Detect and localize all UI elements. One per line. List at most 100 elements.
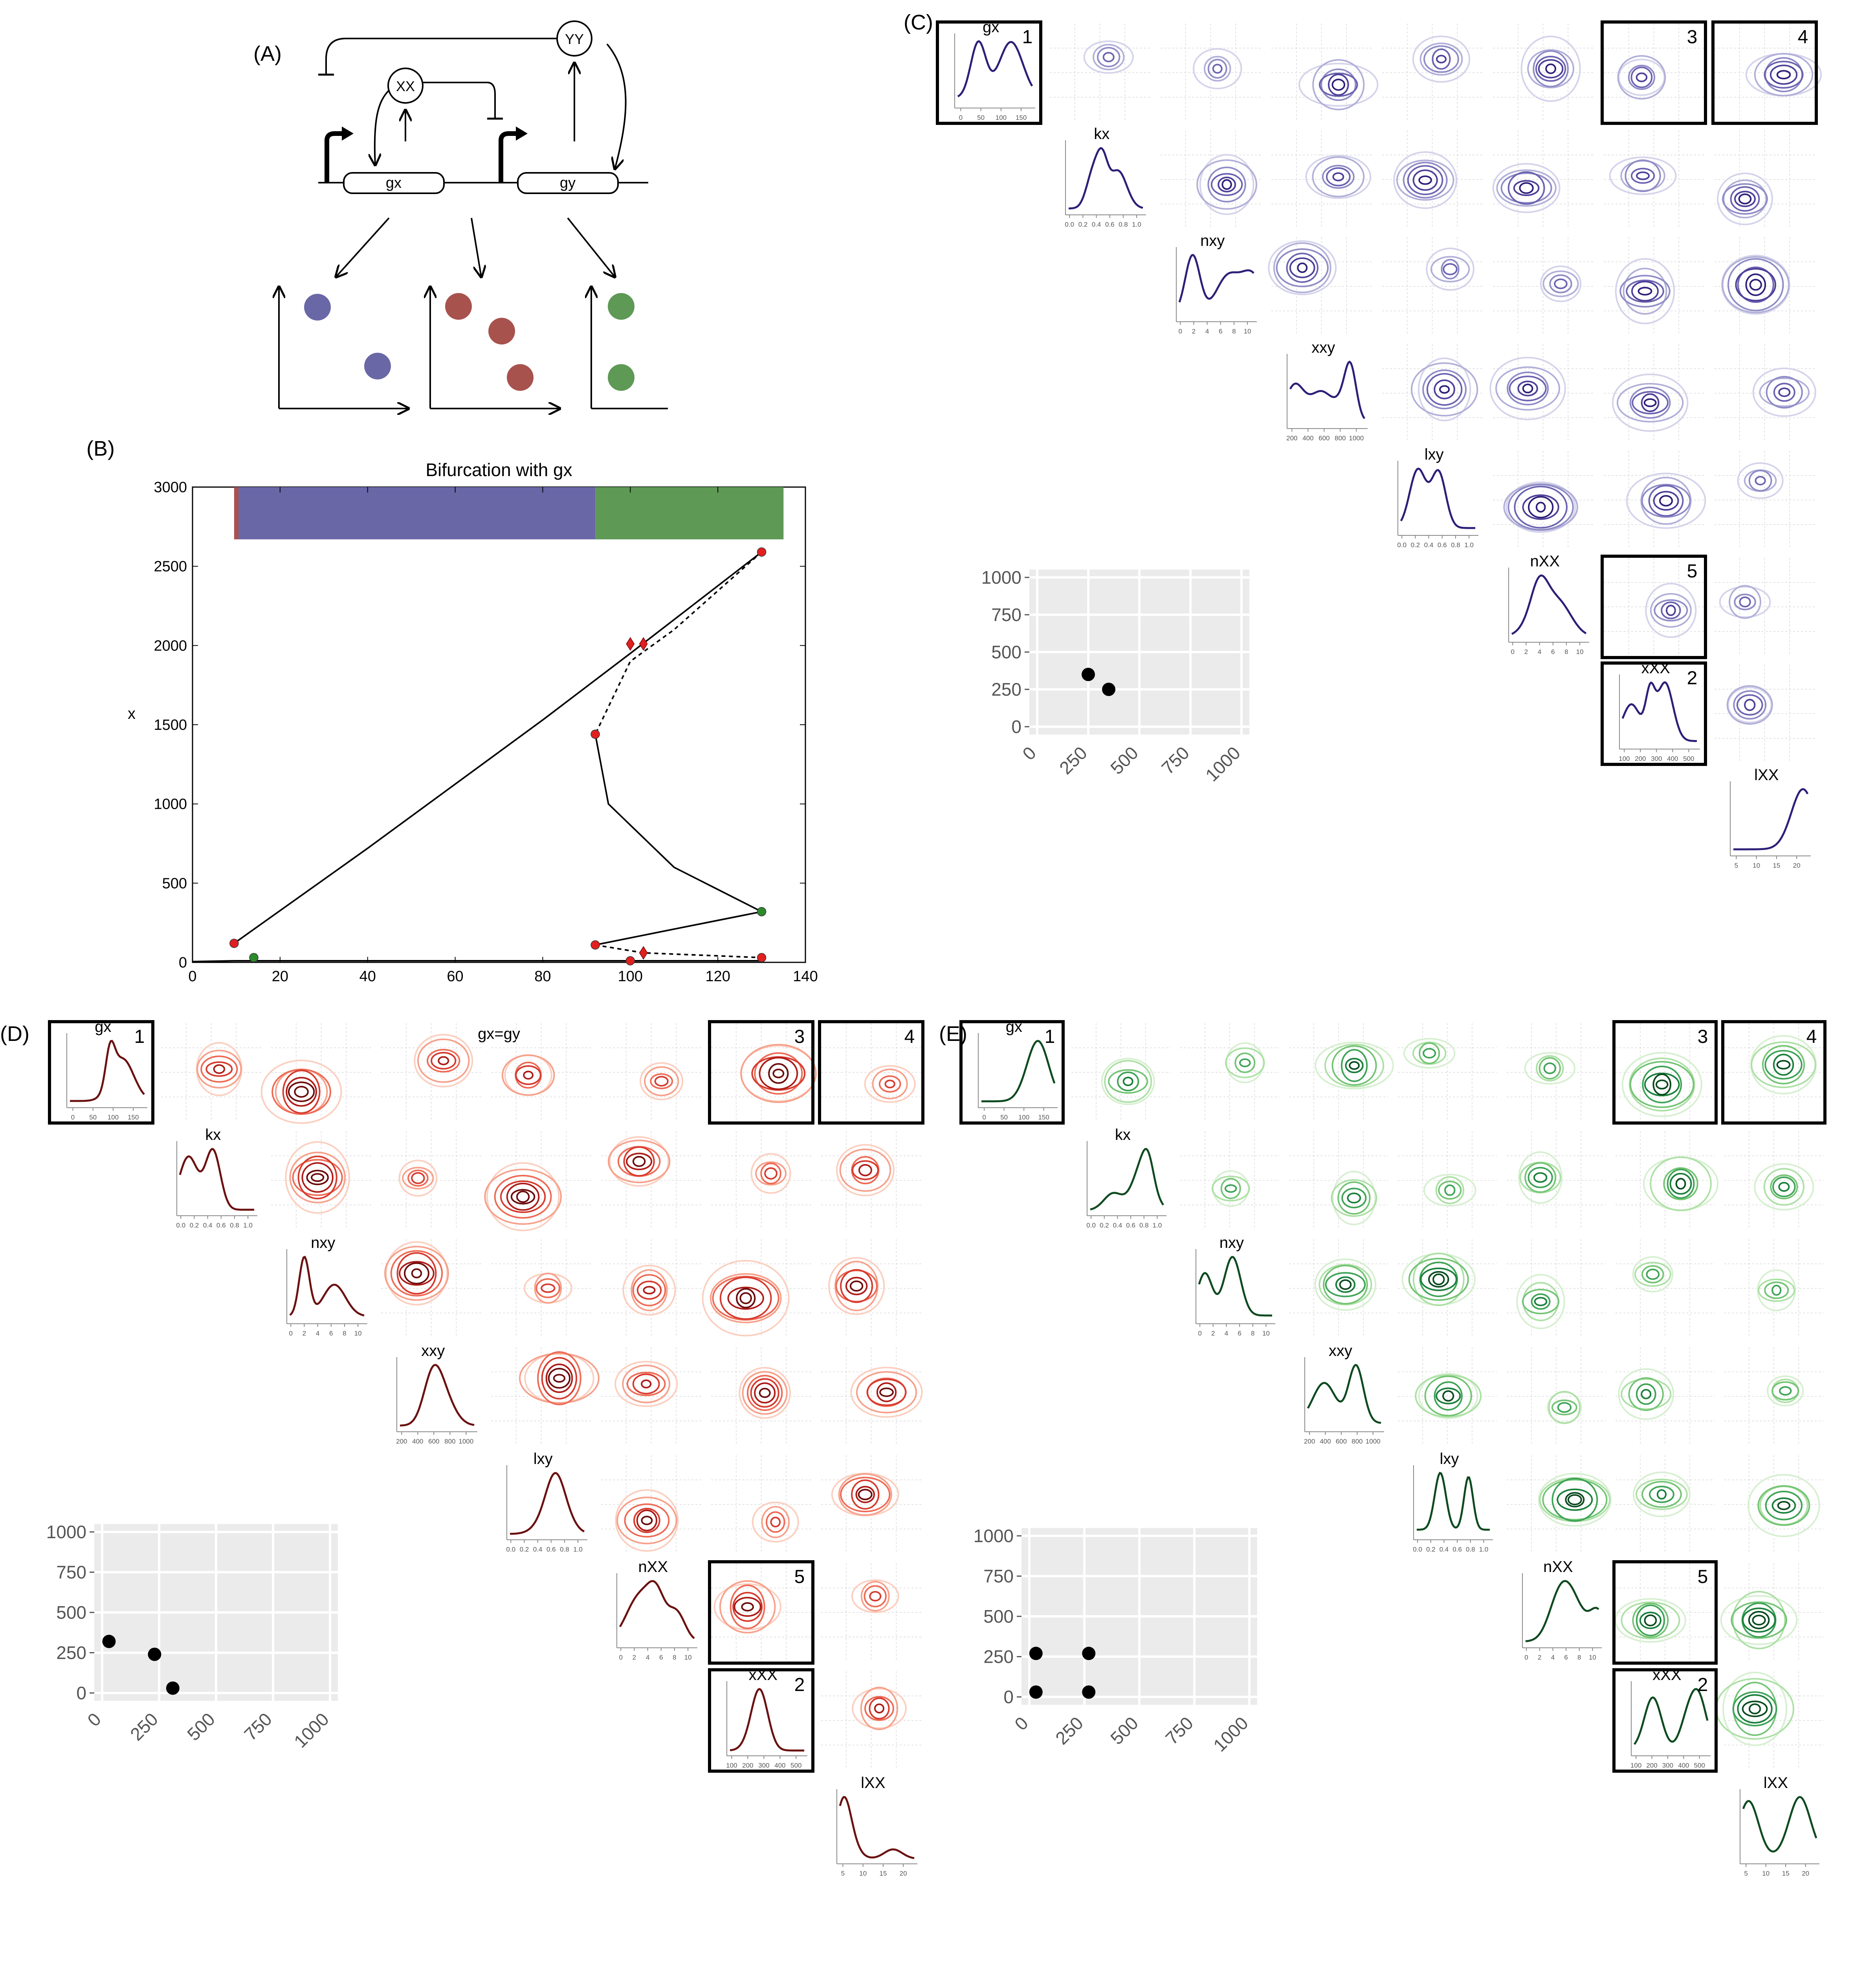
contour-gx-xxy [381, 1023, 481, 1121]
density-tick-label: 15 [1782, 1870, 1790, 1877]
variable-label: lxy [1425, 446, 1444, 463]
contour-gx-nXX [601, 1023, 701, 1121]
contour-kx-xXX [711, 1131, 811, 1229]
contour-line [1778, 387, 1791, 397]
contour-line [1759, 377, 1810, 407]
contour-line [1522, 383, 1533, 394]
limit-point-diamond [639, 637, 648, 651]
density-curve [1416, 1471, 1490, 1531]
contour-line [1551, 1477, 1598, 1522]
contour-line [1513, 180, 1540, 196]
contour-kx-nXX [1492, 130, 1593, 229]
x-tick-label: 60 [447, 968, 463, 985]
density-curve [1742, 1796, 1817, 1853]
contour-line [759, 1057, 798, 1090]
contour-line [516, 1191, 530, 1203]
contour-line [384, 1246, 449, 1301]
contour-line [1638, 287, 1652, 296]
contour-line [1771, 1284, 1782, 1296]
contour-line [1104, 1060, 1152, 1103]
density-tick-label: 6 [659, 1654, 663, 1661]
highlight-box-2 [1612, 1668, 1718, 1773]
bifurcation-point [757, 953, 767, 962]
contour-line [1539, 1477, 1611, 1522]
contour-line [1675, 1178, 1686, 1190]
contour-line [1522, 1289, 1560, 1315]
marginal-nXX: 0 2 4 6 8 10 nXX [1508, 553, 1589, 656]
contour-line [1212, 64, 1223, 74]
contour-kx-xxy [1289, 1131, 1388, 1229]
contour-line [1320, 68, 1357, 101]
contour-line [713, 1583, 781, 1631]
contour-line [1654, 599, 1688, 622]
contour-line [1312, 59, 1365, 110]
contour-line [1770, 1174, 1798, 1200]
inset-x-tick-label: 1000 [1209, 1713, 1252, 1755]
density-tick-label: 200 [396, 1438, 407, 1445]
contour-xxy-nXX [1507, 1347, 1606, 1446]
marginal-lxy: 0.0 0.2 0.4 0.6 0.8 1.0 lxy [506, 1450, 587, 1553]
contour-line [1533, 1172, 1548, 1183]
contour-line [626, 1152, 653, 1171]
density-tick-label: 500 [1694, 1762, 1705, 1769]
contour-line [878, 1075, 901, 1093]
contour-nxy-xXX [1616, 1239, 1715, 1337]
contour-line [1745, 53, 1822, 97]
contour-line [1770, 64, 1798, 85]
contour-line [1420, 1268, 1457, 1291]
contour-line [1396, 159, 1454, 201]
contour-nxy-lXX [821, 1239, 921, 1337]
marginal-nxy: 0 2 4 6 8 10 nxy [1176, 232, 1257, 335]
contour-line [1412, 1252, 1465, 1306]
contour-line [641, 1515, 653, 1525]
contour-line [1773, 1053, 1794, 1076]
chart-title: Bifurcation with gx [425, 460, 572, 480]
contour-line [761, 1506, 790, 1538]
gene-gy-label: gy [560, 175, 576, 191]
density-tick-label: 4 [1538, 648, 1541, 656]
density-tick-label: 8 [1251, 1330, 1254, 1337]
variable-label: kx [1094, 125, 1109, 143]
density-curve [1090, 1148, 1164, 1211]
contour-line [1517, 380, 1538, 397]
density-tick-label: 0.0 [506, 1546, 515, 1553]
contour-line [1430, 256, 1470, 282]
contour-line [1549, 274, 1572, 293]
contour-line [1567, 1494, 1582, 1506]
contour-line [884, 1079, 895, 1088]
contour-line [1540, 265, 1582, 302]
contour-line [288, 1081, 315, 1102]
contour-line [1538, 59, 1564, 79]
contour-line [845, 1277, 868, 1295]
contour-nXX-xXX [1604, 558, 1704, 656]
branch-dashed [595, 944, 762, 958]
contour-xxy-lXX [821, 1347, 923, 1446]
contour-line [1722, 183, 1768, 215]
contour-line [1337, 1181, 1371, 1215]
contour-line [1539, 1057, 1561, 1080]
contour-line [1436, 55, 1447, 64]
contour-xXX-lXX [1715, 665, 1815, 763]
contour-line [1727, 258, 1784, 311]
contour-line [200, 1055, 238, 1083]
density-tick-label: 500 [790, 1762, 801, 1769]
contour-lxy-lXX [1724, 1455, 1823, 1554]
contour-line [1735, 268, 1777, 302]
contour-xxy-lXX [1724, 1347, 1823, 1446]
contour-line [632, 1156, 646, 1167]
contour-line [494, 1174, 552, 1219]
density-tick-label: 0.8 [230, 1222, 239, 1229]
contour-line [1509, 376, 1547, 401]
state-red-3 [507, 364, 534, 391]
density-tick-label: 200 [742, 1762, 753, 1769]
density-tick-label: 0.2 [1411, 541, 1420, 549]
contour-line [282, 1070, 321, 1114]
contour-line [414, 1034, 473, 1088]
bifurcation-point [625, 956, 635, 966]
contour-line [838, 1473, 892, 1516]
contour-line [1315, 1041, 1394, 1090]
density-tick-label: 0.8 [1119, 221, 1128, 228]
contour-line [1758, 1279, 1795, 1302]
